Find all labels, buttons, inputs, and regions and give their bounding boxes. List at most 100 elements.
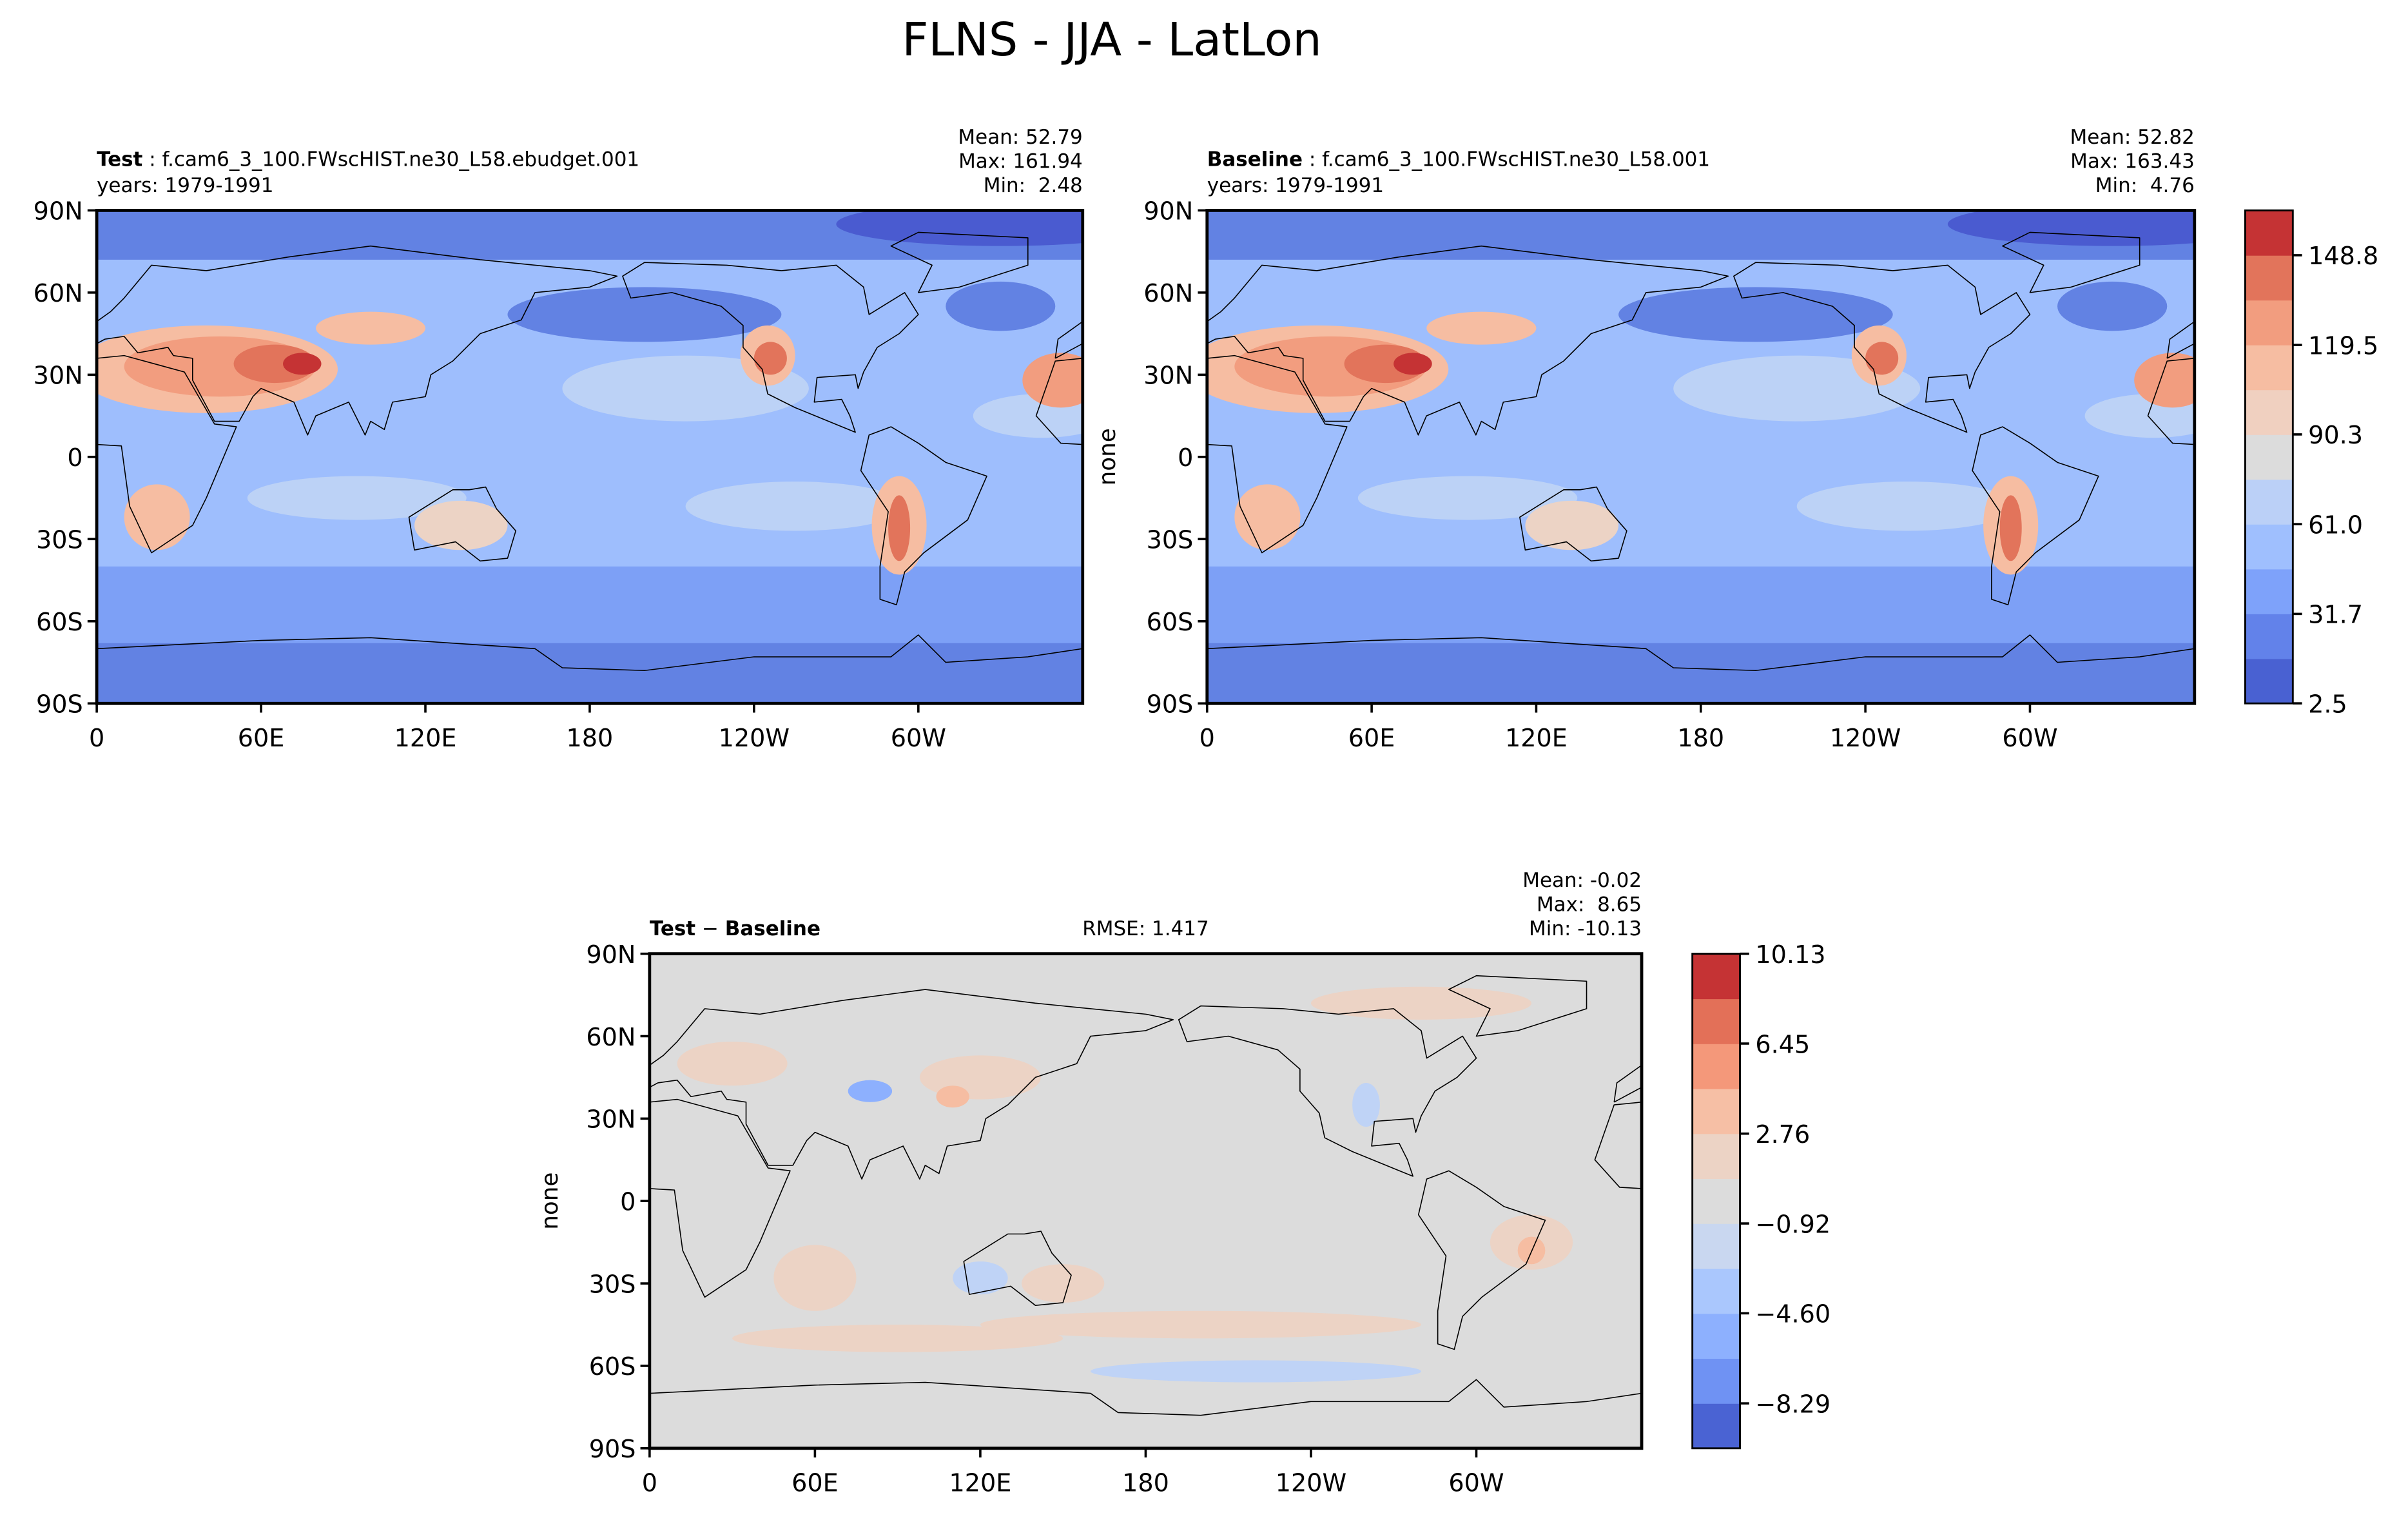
colorbar-level — [1692, 1313, 1740, 1359]
rmse-annotation: RMSE: 1.417 — [1082, 917, 1209, 940]
y-tick-label: 60N — [586, 1023, 636, 1051]
colorbar-level — [1692, 1088, 1740, 1134]
colorbar-level — [2245, 479, 2293, 525]
panel-title: Baseline : f.cam6_3_100.FWscHIST.ne30_L5… — [1207, 148, 1710, 171]
map-field — [1207, 210, 2195, 704]
colorbar-tick-label: 119.5 — [2308, 331, 2378, 360]
stat-label: Max: 161.94 — [958, 150, 1083, 173]
colorbar-level — [1692, 998, 1740, 1044]
panel-title-part: Test — [650, 917, 695, 940]
stat-label: Mean: -0.02 — [1522, 869, 1642, 892]
stat-label: Min: 2.48 — [984, 174, 1083, 197]
y-tick-label: 60S — [589, 1352, 636, 1381]
y-tick-label: 0 — [620, 1188, 636, 1216]
panel-title-part: Test — [97, 148, 142, 171]
colorbar-tick-label: 31.7 — [2308, 601, 2363, 629]
contour-fill — [97, 210, 1083, 704]
y-tick-label: 90N — [586, 940, 636, 969]
y-tick-label: 90N — [34, 197, 83, 226]
colorbar-tick-label: 61.0 — [2308, 511, 2363, 539]
colorbar-tick-label: −4.60 — [1755, 1300, 1830, 1328]
x-tick-label: 180 — [1122, 1469, 1169, 1497]
colorbar-tick-label: −0.92 — [1755, 1210, 1830, 1238]
colorbar-frame — [2244, 209, 2294, 705]
map-panel: 0 60E 120E 180 120W 60W 90S 60S 30S 0 30N 60N 90N non… — [1094, 126, 2378, 752]
y-tick-label: 90N — [1143, 197, 1193, 226]
y-tick-label: 30S — [1147, 526, 1194, 554]
y-tick-label: 90S — [1147, 690, 1194, 719]
y-tick-label: 30S — [36, 526, 83, 554]
x-tick-label: 60E — [238, 724, 285, 752]
colorbar-level — [2245, 569, 2293, 614]
y-tick-label: 30N — [586, 1105, 636, 1134]
stat-label: Min: -10.13 — [1529, 917, 1642, 940]
colorbar-level — [2245, 389, 2293, 435]
x-tick-label: 60W — [891, 724, 946, 752]
stat-label: Min: 4.76 — [2095, 174, 2195, 197]
figure-title: FLNS - JJA - LatLon — [902, 13, 1321, 66]
x-tick-label: 0 — [89, 724, 104, 752]
colorbar-level — [2245, 614, 2293, 659]
colorbar-level — [1692, 1223, 1740, 1269]
x-tick-label: 120W — [1276, 1469, 1346, 1497]
x-tick-label: 0 — [1199, 724, 1215, 752]
colorbar-frame — [1691, 953, 1741, 1450]
colorbar-level — [2245, 658, 2293, 704]
colorbar-level — [1692, 953, 1740, 1000]
x-tick-label: 120E — [1505, 724, 1568, 752]
colorbar-level — [2245, 300, 2293, 345]
colorbar-tick-label: 10.13 — [1755, 940, 1825, 969]
x-tick-label: 120E — [949, 1469, 1012, 1497]
panel-title-part: Baseline — [1207, 148, 1303, 171]
colorbar: −8.29 −4.60 −0.92 2.76 6.45 10.13 — [1691, 940, 1830, 1450]
y-tick-label: 0 — [67, 443, 83, 472]
stat-label: Mean: 52.82 — [2070, 126, 2194, 149]
colorbar-level — [1692, 1403, 1740, 1449]
panel-title-part: − — [695, 917, 725, 940]
colorbar-level — [1692, 1268, 1740, 1314]
colorbar-level — [2245, 255, 2293, 301]
x-tick-label: 180 — [567, 724, 614, 752]
colorbar-level — [1692, 1044, 1740, 1089]
panel-subtitle: years: 1979-1991 — [97, 174, 273, 197]
colorbar-tick-label: 6.45 — [1755, 1030, 1810, 1058]
y-axis-label: none — [537, 1173, 563, 1230]
panel-title-part: : f.cam6_3_100.FWscHIST.ne30_L58.ebudget… — [142, 148, 639, 171]
y-tick-label: 30N — [34, 362, 83, 390]
panel-title: Test : f.cam6_3_100.FWscHIST.ne30_L58.eb… — [97, 148, 639, 171]
stat-label: Max: 8.65 — [1537, 893, 1642, 917]
colorbar-tick-label: −8.29 — [1755, 1390, 1830, 1418]
y-tick-label: 60S — [36, 608, 83, 636]
colorbar-tick-label: 2.5 — [2308, 690, 2347, 718]
colorbar-level — [2245, 345, 2293, 391]
x-tick-label: 0 — [642, 1469, 657, 1497]
y-tick-label: 90S — [589, 1435, 636, 1463]
stat-label: Max: 163.43 — [2070, 150, 2195, 173]
x-tick-label: 60E — [791, 1469, 839, 1497]
colorbar-level — [2245, 524, 2293, 570]
panel-title: Test − Baseline — [650, 917, 820, 940]
x-tick-label: 120W — [1830, 724, 1901, 752]
colorbar: 2.5 31.7 61.0 90.3 119.5 148.8 — [2244, 209, 2378, 718]
y-tick-label: 90S — [36, 690, 83, 719]
y-axis-label: none — [1094, 428, 1121, 485]
x-tick-label: 60W — [2002, 724, 2057, 752]
colorbar-level — [1692, 1133, 1740, 1180]
y-tick-label: 60N — [1143, 279, 1193, 307]
colorbar-level — [2245, 434, 2293, 480]
colorbar-tick-label: 2.76 — [1755, 1120, 1810, 1149]
y-tick-label: 30S — [589, 1270, 636, 1298]
x-tick-label: 120W — [719, 724, 790, 752]
colorbar-level — [1692, 1178, 1740, 1224]
colorbar-tick-label: 90.3 — [2308, 421, 2363, 449]
map-panel: 0 60E 120E 180 120W 60W 90S 60S 30S 0 30N 60N 90N Tes… — [34, 126, 1085, 752]
x-tick-label: 120E — [394, 724, 457, 752]
y-tick-label: 0 — [1178, 443, 1193, 472]
colorbar-tick-label: 148.8 — [2308, 242, 2378, 270]
map-field — [649, 953, 1642, 1448]
panel-title-part: Baseline — [725, 917, 820, 940]
stat-label: Mean: 52.79 — [958, 126, 1082, 149]
x-tick-label: 60E — [1348, 724, 1395, 752]
